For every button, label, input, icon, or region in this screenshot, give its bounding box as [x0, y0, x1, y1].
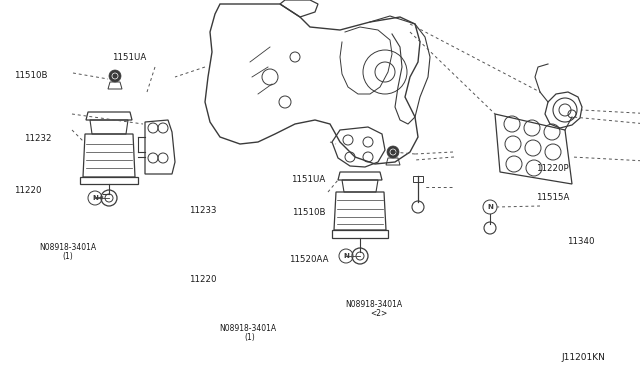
Text: (1): (1): [244, 333, 255, 342]
Text: N08918-3401A: N08918-3401A: [346, 300, 403, 309]
Text: 1151UA: 1151UA: [112, 53, 147, 62]
Text: 11520AA: 11520AA: [289, 255, 329, 264]
Text: 11515A: 11515A: [536, 193, 570, 202]
Text: <2>: <2>: [370, 309, 387, 318]
Text: 11233: 11233: [189, 206, 216, 215]
Text: J11201KN: J11201KN: [562, 353, 606, 362]
Circle shape: [387, 146, 399, 158]
Text: N: N: [487, 204, 493, 210]
Text: 11510B: 11510B: [14, 71, 47, 80]
Text: 11510B: 11510B: [292, 208, 325, 217]
Text: 11220: 11220: [189, 275, 216, 284]
Text: N08918-3401A: N08918-3401A: [219, 324, 276, 333]
Text: N: N: [92, 195, 98, 201]
Text: (1): (1): [63, 252, 74, 261]
Circle shape: [109, 70, 121, 82]
Text: N: N: [343, 253, 349, 259]
Text: 1151UA: 1151UA: [291, 175, 326, 184]
Text: 11340: 11340: [567, 237, 595, 246]
Text: 11232: 11232: [24, 134, 52, 143]
Text: 11220: 11220: [14, 186, 42, 195]
Text: N08918-3401A: N08918-3401A: [40, 243, 97, 252]
Text: 11220P: 11220P: [536, 164, 569, 173]
